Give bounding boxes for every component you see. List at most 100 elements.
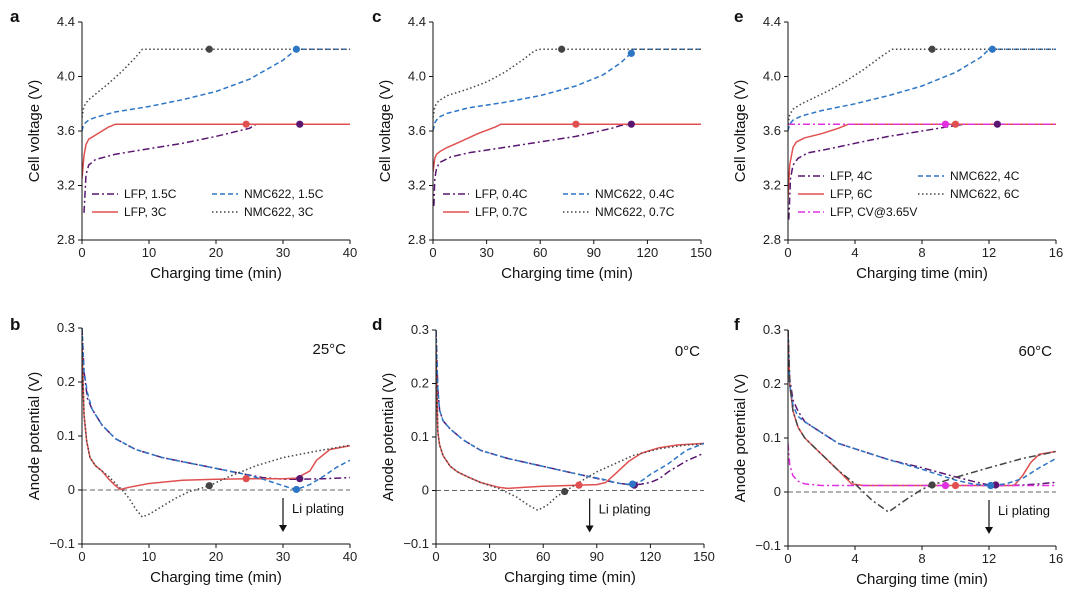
series-line-f-3 [788,330,1056,487]
series-line-b-0 [82,328,350,480]
y-tick-label: 0.3 [411,322,429,337]
x-tick-label: 0 [784,245,791,260]
legend-entry: NMC622, 6C [950,187,1020,201]
series-line-b-2 [82,328,350,491]
series-line-e-4 [788,48,1056,125]
x-axis-label: Charging time (min) [150,265,282,282]
x-tick-label: 16 [1049,245,1063,260]
series-line-f-1 [788,330,1056,487]
x-tick-label: 4 [851,245,858,260]
x-tick-label: 0 [429,245,436,260]
panel-label-d: d [372,315,382,334]
series-line-f-0 [788,330,1056,487]
x-tick-label: 8 [918,551,925,566]
series-line-a-1 [82,123,350,179]
legend-entry: LFP, 0.4C [475,187,528,201]
y-tick-label: 3.2 [763,178,781,193]
y-tick-label: 3.6 [57,123,75,138]
x-tick-label: 10 [142,245,156,260]
series-line-b-1 [82,344,350,491]
x-tick-label: 30 [479,245,493,260]
y-tick-label: 4.4 [57,14,75,29]
y-tick-label: −0.1 [49,536,75,551]
series-marker-e-3 [988,45,996,53]
series-marker-a-0 [296,120,304,128]
x-tick-label: 0 [432,549,439,564]
series-marker-b-3 [205,482,213,490]
y-tick-label: 0.1 [411,429,429,444]
legend-entry: NMC622, 3C [244,205,314,219]
y-tick-label: 4.0 [408,69,426,84]
series-line-b-3 [82,344,350,518]
series-line-d-3 [436,346,704,512]
y-tick-label: 0.2 [411,376,429,391]
y-axis-label: Cell voltage (V) [26,80,43,183]
y-tick-label: 0.3 [763,322,781,337]
series-marker-f-3 [987,481,995,490]
y-tick-label: −0.1 [403,536,429,551]
y-tick-label: 4.4 [763,14,781,29]
series-marker-d-2 [628,480,637,488]
series-marker-a-3 [205,45,213,53]
panel-label-c: c [372,7,381,26]
series-line-a-3 [82,48,350,118]
panel-label-e: e [734,7,743,26]
x-tick-label: 60 [533,245,547,260]
y-tick-label: 3.2 [408,178,426,193]
x-axis-label: Charging time (min) [856,265,988,282]
series-line-e-0 [788,123,1056,220]
x-tick-label: 30 [482,549,496,564]
series-line-a-0 [83,123,350,213]
series-line-d-2 [436,330,704,485]
y-tick-label: 3.6 [408,123,426,138]
y-tick-label: 0 [422,483,429,498]
x-tick-label: 90 [590,549,604,564]
y-tick-label: 0.2 [57,374,75,389]
x-tick-label: 4 [851,551,858,566]
panel-label-a: a [10,7,20,26]
y-tick-label: 2.8 [57,232,75,247]
panel-c: 0 30 60 90 120 150 2.8 3.2 3.6 4.0 4.4 Charging tim… [377,14,712,282]
series-marker-e-4 [928,45,936,53]
series-line-f-2 [788,443,1056,487]
x-tick-label: 16 [1049,551,1063,566]
series-marker-d-1 [575,481,583,489]
series-line-c-1 [433,123,701,172]
legend-entry: LFP, 1.5C [124,187,177,201]
series-marker-c-3 [558,45,566,53]
x-tick-label: 0 [78,549,85,564]
x-tick-label: 10 [142,549,156,564]
temperature-label: 0°C [675,343,700,360]
legend-entry: NMC622, 0.7C [595,205,675,219]
y-tick-label: 0.1 [763,430,781,445]
panel-e: 0 4 8 12 16 2.8 3.2 3.6 4.0 4.4 Charging time (min… [732,14,1063,282]
x-tick-label: 0 [78,245,85,260]
series-marker-b-0 [296,475,304,483]
series-line-e-3 [788,48,1056,132]
li-plating-label: Li plating [599,502,651,517]
y-tick-label: 0 [68,482,75,497]
x-tick-label: 20 [209,245,223,260]
li-plating-arrowhead [585,525,594,533]
x-tick-label: 150 [693,549,715,564]
temperature-label: 25°C [312,341,346,358]
legend-entry: NMC622, 0.4C [595,187,675,201]
panel-a: 0 10 20 30 40 2.8 3.2 3.6 4.0 4.4 Charging time (m… [26,14,357,282]
series-marker-d-3 [561,487,569,496]
series-marker-a-2 [292,45,300,53]
series-marker-b-2 [292,485,300,494]
series-line-c-2 [433,48,701,132]
series-line-f-4 [788,330,1056,513]
li-plating-arrowhead [279,525,287,532]
y-tick-label: 4.4 [408,14,426,29]
legend-entry: NMC622, 4C [950,169,1020,183]
y-axis-label: Anode potential (V) [380,373,397,501]
y-axis-label: Anode potential (V) [26,372,43,500]
panel-label-f: f [734,315,740,334]
x-tick-label: 20 [209,549,223,564]
x-tick-label: 0 [784,551,791,566]
x-tick-label: 40 [343,549,357,564]
